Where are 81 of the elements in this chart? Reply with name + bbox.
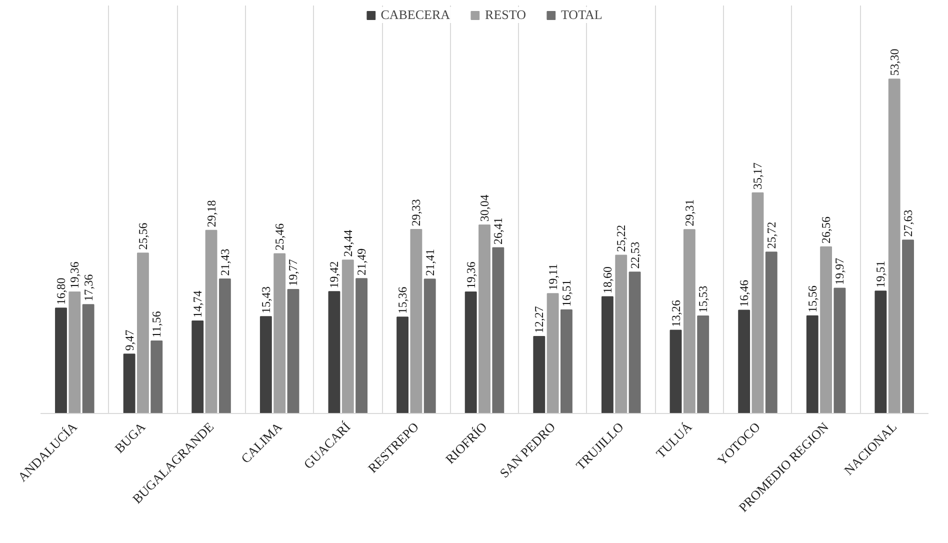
bar — [546, 293, 559, 414]
data-label: 19,36 — [68, 262, 82, 289]
data-label: 21,43 — [218, 248, 232, 276]
bar — [205, 230, 218, 414]
data-label: 9,47 — [122, 330, 136, 351]
data-label: 19,36 — [464, 262, 478, 289]
data-label: 19,97 — [832, 258, 847, 285]
bar — [806, 315, 818, 414]
bar — [765, 252, 778, 414]
data-label: 24,44 — [340, 230, 355, 257]
bar — [150, 340, 163, 414]
data-label: 16,80 — [54, 278, 68, 305]
bar — [874, 290, 887, 414]
data-label: 17,36 — [81, 274, 96, 302]
bar — [396, 316, 408, 414]
data-label: 53,30 — [887, 48, 902, 76]
bar — [888, 78, 900, 414]
data-label: 19,77 — [286, 259, 300, 286]
data-label: 19,42 — [327, 261, 342, 288]
data-label: 13,26 — [668, 300, 683, 327]
data-label: 12,27 — [532, 306, 546, 334]
bar — [82, 304, 94, 414]
data-label: 22,53 — [628, 242, 642, 269]
legend-label: TOTAL — [560, 7, 602, 23]
bar — [136, 252, 149, 414]
data-label: 16,46 — [737, 280, 752, 307]
bar — [424, 278, 436, 414]
data-label: 25,46 — [272, 223, 287, 250]
data-label: 27,63 — [901, 210, 916, 237]
bar — [683, 229, 696, 414]
data-label: 14,74 — [190, 290, 205, 318]
bar — [356, 278, 368, 414]
bar — [218, 278, 231, 414]
bar — [601, 296, 614, 414]
bar — [628, 272, 641, 414]
bar — [55, 308, 67, 414]
data-label: 25,56 — [136, 222, 150, 250]
data-label: 29,31 — [682, 199, 696, 226]
bar — [533, 336, 546, 414]
data-label: 25,22 — [614, 224, 628, 252]
bar — [328, 291, 340, 414]
data-label: 25,72 — [764, 222, 778, 249]
bar — [820, 246, 832, 414]
bar — [287, 288, 300, 414]
bar — [342, 260, 354, 414]
bar — [492, 247, 504, 414]
data-label: 18,60 — [600, 266, 614, 294]
data-label: 15,53 — [696, 286, 710, 313]
bar — [902, 240, 914, 414]
data-label: 21,41 — [422, 248, 437, 276]
data-label: 19,51 — [874, 260, 888, 288]
data-label: 29,33 — [409, 199, 424, 226]
data-label: 26,56 — [819, 216, 834, 244]
bar — [464, 292, 477, 414]
bar — [192, 320, 204, 414]
bar — [615, 254, 628, 414]
data-label: 15,43 — [258, 286, 273, 314]
data-label: 19,11 — [546, 264, 560, 290]
bar — [274, 253, 286, 414]
data-label: 16,51 — [559, 280, 574, 307]
bar — [738, 310, 750, 414]
data-label: 26,41 — [491, 217, 506, 244]
bar — [478, 224, 490, 414]
data-label: 11,56 — [150, 311, 164, 338]
bar — [697, 316, 710, 414]
legend-label: CABECERA — [380, 7, 450, 23]
data-label: 21,49 — [354, 248, 369, 276]
data-label: 35,17 — [750, 162, 765, 190]
data-label: 15,56 — [805, 286, 820, 313]
bar — [670, 330, 682, 414]
bar — [260, 316, 272, 414]
bar — [834, 288, 846, 414]
bar — [752, 192, 764, 414]
bar — [123, 354, 136, 414]
data-label: 29,18 — [204, 200, 218, 228]
bar — [560, 309, 572, 414]
bar — [410, 228, 422, 414]
data-label: 15,36 — [396, 286, 410, 314]
legend-label: RESTO — [485, 7, 526, 23]
data-label: 30,04 — [478, 194, 492, 222]
bar — [68, 292, 81, 414]
